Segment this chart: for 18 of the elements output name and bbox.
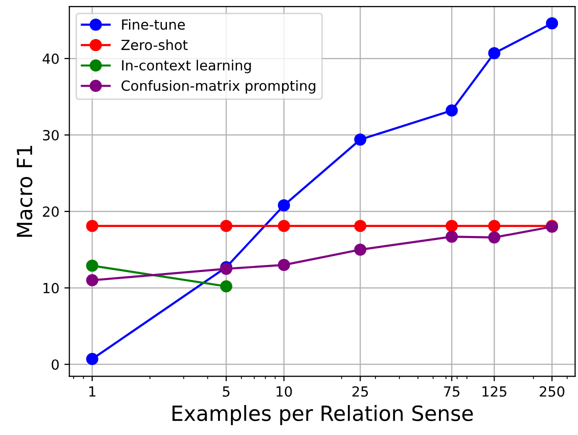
x-axis-title: Examples per Relation Sense: [172, 404, 473, 426]
legend-label: Confusion-matrix prompting: [122, 80, 316, 94]
legend-label: In-context learning: [122, 60, 251, 74]
y-tick-label: 40: [42, 53, 59, 64]
y-tick-label: 20: [42, 206, 59, 217]
x-tick-label: 125: [482, 386, 506, 397]
legend-label: Fine-tune: [122, 19, 185, 30]
x-tick-label: 10: [276, 386, 292, 397]
x-tick-label: 250: [540, 386, 564, 397]
x-tick-label: 1: [89, 386, 96, 397]
y-tick-label: 10: [43, 282, 59, 294]
y-tick-label: 0: [52, 359, 59, 370]
y-tick-label: 30: [43, 130, 59, 140]
x-tick-label: 25: [352, 386, 368, 397]
legend-label: Zero-shot: [121, 39, 188, 50]
x-tick-label: 75: [444, 386, 460, 397]
x-tick-label: 5: [222, 386, 230, 397]
y-axis-title: Macro F1: [16, 146, 32, 237]
